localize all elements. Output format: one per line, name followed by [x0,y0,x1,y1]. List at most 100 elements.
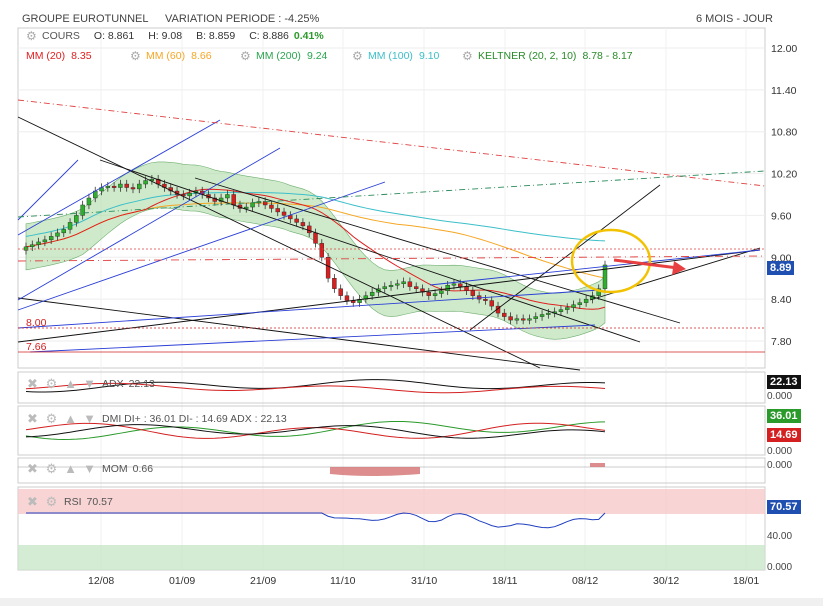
price-tick-label: 9.60 [771,210,792,222]
cours-open: O: 8.861 [93,30,135,42]
adx-line [25,379,606,393]
gear-icon[interactable]: ⚙ [26,28,37,43]
arrow-down-icon[interactable]: ▼ [83,376,96,391]
legend-mm20[interactable]: MM (20) 8.35 [26,50,92,62]
price-tick-label: 10.20 [771,169,797,181]
candle-body [244,206,249,209]
trend-line [194,177,681,324]
x-tick-label: 31/10 [411,575,437,587]
bottom-scrollbar [0,598,823,606]
arrow-up-icon[interactable]: ▲ [64,411,77,426]
legend-keltner[interactable]: ⚙ KELTNER (20, 2, 10) 8.78 - 8.17 [462,48,633,63]
x-tick-label: 18/01 [733,575,759,587]
candle-body [583,298,589,303]
price-tick-label: 10.80 [771,127,797,139]
candle-body [30,244,35,248]
close-icon[interactable]: ✖ [27,411,38,426]
x-tick-label: 12/08 [88,575,114,587]
x-tick-label: 01/09 [169,575,195,587]
arrow-shaft [613,258,679,270]
keltner-label: KELTNER (20, 2, 10) [478,50,577,62]
arrow-up-icon[interactable]: ▲ [64,461,77,476]
candle-body [36,241,41,245]
mm100-value: 9.10 [418,50,440,62]
candle-body [269,204,274,209]
candle-body [602,264,608,289]
candle-body [407,281,413,287]
close-icon[interactable]: ✖ [27,494,38,509]
arrow-down-icon[interactable]: ▼ [83,461,96,476]
x-tick-label: 21/09 [250,575,276,587]
candle-body [432,293,438,296]
gear-icon[interactable]: ⚙ [240,48,251,63]
rsi-zero-tick: 0.000 [767,562,793,573]
mm20-label: MM (20) [26,50,66,62]
candle-body [565,307,570,310]
candle-body [338,288,343,296]
gear-icon[interactable]: ⚙ [45,411,58,426]
arrow-down-icon[interactable]: ▼ [83,411,96,426]
candle-body [527,318,532,321]
cours-low: B: 8.859 [196,30,236,42]
candle-body [275,208,280,213]
candle-body [508,316,513,321]
candle-body [111,185,117,188]
candle-body [319,243,324,258]
cours-high: H: 9.08 [148,30,183,42]
mm60-label: MM (60) [146,50,186,62]
candle-body [445,284,450,291]
candle-body [61,229,66,234]
candle-body [439,290,444,294]
gear-icon[interactable]: ⚙ [45,461,58,476]
close-icon[interactable]: ✖ [27,376,38,391]
close-icon[interactable]: ✖ [27,461,38,476]
adx-panel-frame [17,371,766,404]
candle-body [67,222,73,230]
candle-body [80,204,85,216]
x-tick-label: 18/11 [492,575,518,587]
candle-body [187,192,192,197]
candle-body [74,215,79,223]
dmi-label: DMI DI+ : 36.01 DI- : 14.69 ADX : 22.13 [102,412,287,425]
candle-body [23,246,29,251]
gear-icon[interactable]: ⚙ [45,494,58,509]
legend-mm200[interactable]: ⚙ MM (200) 9.24 [240,48,328,63]
candle-body [344,295,350,301]
price-tick-label: 11.40 [771,85,797,97]
legend-mm60[interactable]: ⚙ MM (60) 8.66 [130,48,212,63]
candle-body [401,281,406,284]
rsi-panel-header: ✖ ⚙ RSI 70.57 [26,495,113,508]
candle-body [325,257,331,279]
candle-body [307,225,312,234]
cours-pct: 0.41% [293,30,324,42]
candle-body [483,298,488,301]
adx-value: 22.13 [128,377,155,390]
candle-body [426,291,431,296]
mm200-value: 9.24 [306,50,328,62]
trend-line [17,119,221,236]
arrow-up-icon[interactable]: ▲ [64,376,77,391]
legend-cours[interactable]: ⚙ COURS O: 8.861 H: 9.08 B: 8.859 C: 8.8… [26,28,324,43]
trend-line [17,297,581,371]
trend-line [99,159,641,343]
candle-body [313,232,318,244]
candle-body [413,286,419,289]
cours-close: C: 8.886 [249,30,289,42]
legend-mm100[interactable]: ⚙ MM (100) 9.10 [352,48,440,63]
rsi-oversold-zone [18,545,765,570]
rsi-value: 70.57 [86,495,113,508]
period-selector[interactable]: 6 MOIS - JOUR [696,13,774,25]
gear-icon[interactable]: ⚙ [130,48,141,63]
arrow-head [672,261,686,275]
gear-icon[interactable]: ⚙ [45,376,58,391]
x-tick-label: 11/10 [330,575,356,587]
gear-icon[interactable]: ⚙ [462,48,473,63]
candle-body [395,283,400,286]
variation-period: VARIATION PERIODE : -4.25% [165,13,320,25]
candle-body [514,318,520,321]
mom-positive-area [590,463,605,467]
gear-icon[interactable]: ⚙ [352,48,363,63]
keltner-band [25,161,606,340]
trend-line [29,324,596,353]
